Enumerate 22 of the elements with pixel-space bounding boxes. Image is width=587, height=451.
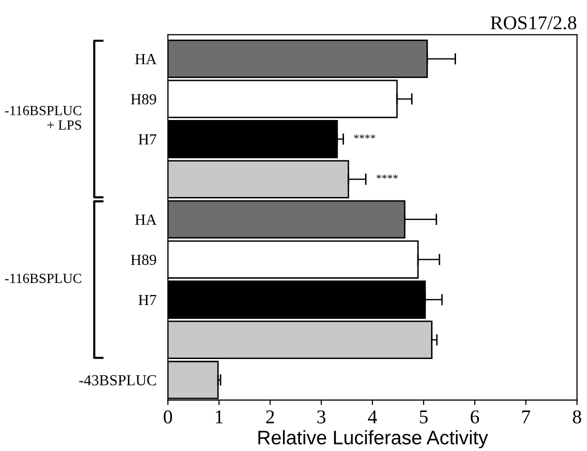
x-tick-label: 6 [470, 410, 480, 424]
x-tick-label: 2 [266, 410, 274, 424]
x-tick-label: 7 [522, 410, 530, 424]
y-tick-label: H7 [138, 294, 156, 305]
x-tick-label: 3 [317, 410, 326, 424]
x-tick-label: 8 [572, 410, 582, 424]
y-tick-label: H7 [138, 134, 156, 144]
x-tick-label: 4 [368, 410, 378, 424]
x-tick-label: 1 [216, 410, 223, 424]
y-tick-label: H89 [130, 254, 156, 265]
x-axis-title: Relative Luciferase Activity [258, 430, 488, 448]
x-tick-label: 0 [164, 410, 172, 424]
data-label: **** [354, 134, 376, 139]
y-tick-label: -43BSPLUC [79, 375, 156, 386]
chart-title: ROS17/2.8 [490, 16, 576, 30]
y-tick-label: H89 [130, 94, 156, 104]
data-label: **** [376, 174, 398, 179]
y-tick-label: HA [135, 54, 157, 64]
y-tick-label: HA [135, 214, 157, 225]
text: -116BSPLUC [5, 274, 82, 284]
text: -116BSPLUC + LPS [5, 106, 82, 130]
x-tick-label: 5 [420, 410, 428, 424]
